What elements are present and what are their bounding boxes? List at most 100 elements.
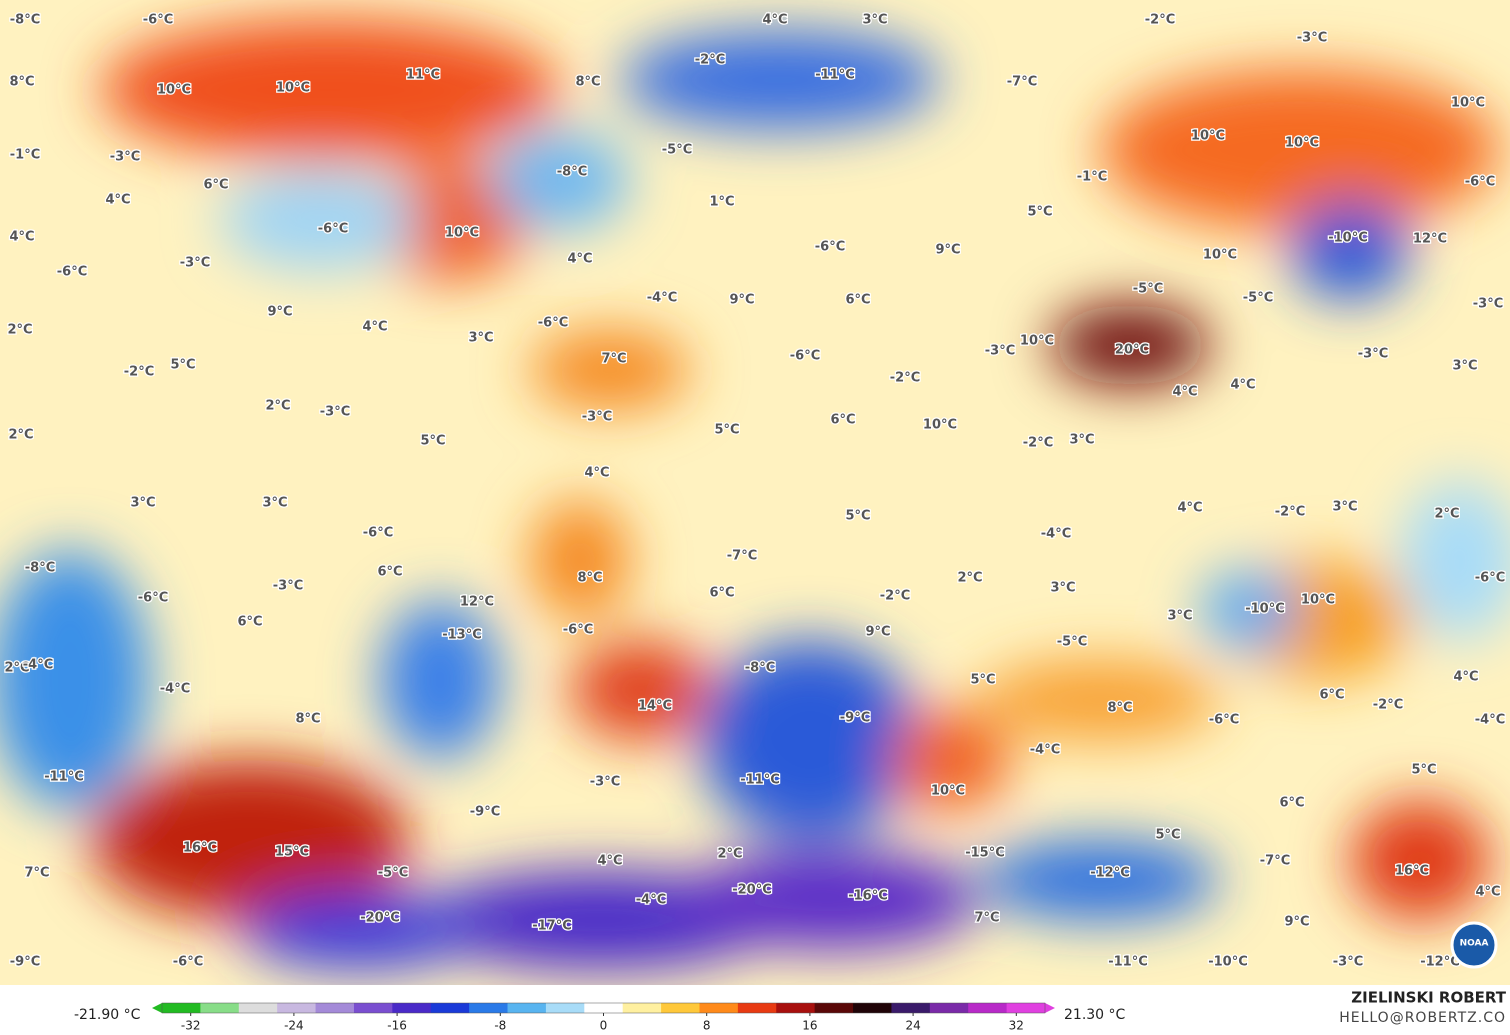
- temperature-label: -3°C: [1358, 347, 1388, 362]
- temperature-label: 4°C: [362, 320, 387, 335]
- colorbar-min: -21.90 °C: [74, 1007, 141, 1023]
- temperature-label: 9°C: [865, 625, 890, 640]
- temperature-label: -5°C: [1057, 635, 1087, 650]
- temperature-label: -6°C: [790, 349, 820, 364]
- colorbar-swatch: [968, 1003, 1008, 1013]
- temperature-label: 2°C: [7, 323, 32, 338]
- temperature-label: 10°C: [1301, 593, 1335, 608]
- temperature-label: -6°C: [143, 13, 173, 28]
- temperature-label: -1°C: [1077, 170, 1107, 185]
- temperature-label: 3°C: [468, 331, 493, 346]
- colorbar-swatch: [891, 1003, 931, 1013]
- temperature-label: -6°C: [1465, 175, 1495, 190]
- colorbar-tick-label: 32: [1009, 1019, 1024, 1033]
- temperature-label: 4°C: [597, 854, 622, 869]
- map-field: [0, 0, 1510, 985]
- colorbar-swatch: [200, 1003, 240, 1013]
- temperature-label: 6°C: [1319, 688, 1344, 703]
- temperature-label: 4°C: [1475, 885, 1500, 900]
- temperature-labels: -8°C -6°C 4°C 3°C -2°C -3°C 8°C 10°C 10°C 11°C 8°C…: [3, 11, 1506, 971]
- temperature-label: 6°C: [1279, 796, 1304, 811]
- temperature-label: -1°C: [10, 148, 40, 163]
- colorbar-tick-label: -32: [181, 1019, 201, 1033]
- colorbar-tick-label: 0: [600, 1019, 608, 1033]
- temperature-label: 9°C: [729, 293, 754, 308]
- temperature-label: 3°C: [1069, 433, 1094, 448]
- temperature-label: -2°C: [890, 371, 920, 386]
- temperature-label: -7°C: [727, 549, 757, 564]
- temperature-label: -17°C: [532, 919, 572, 934]
- temperature-label: 3°C: [1332, 500, 1357, 515]
- temperature-label: 5°C: [420, 434, 445, 449]
- temperature-label: 10°C: [157, 83, 191, 98]
- temperature-label: -5°C: [1133, 282, 1163, 297]
- temperature-label: -6°C: [363, 526, 393, 541]
- temperature-label: -8°C: [557, 165, 587, 180]
- temperature-label: -2°C: [1373, 698, 1403, 713]
- colorbar-max: 21.30 °C: [1064, 1007, 1126, 1023]
- temperature-label: -3°C: [985, 344, 1015, 359]
- temperature-label: 4°C: [762, 13, 787, 28]
- colorbar-swatch: [584, 1003, 624, 1013]
- temperature-label: -7°C: [1260, 854, 1290, 869]
- temperature-label: 5°C: [714, 423, 739, 438]
- temperature-label: -8°C: [25, 561, 55, 576]
- temperature-label: -7°C: [1007, 75, 1037, 90]
- temperature-label: 5°C: [1027, 205, 1052, 220]
- temperature-label: -2°C: [880, 589, 910, 604]
- temperature-label: 10°C: [445, 226, 479, 241]
- temperature-label: 7°C: [601, 352, 626, 367]
- temperature-label: 15°C: [275, 845, 309, 860]
- temperature-label: -4°C: [647, 291, 677, 306]
- temperature-label: -9°C: [10, 955, 40, 970]
- temperature-label: 9°C: [1284, 915, 1309, 930]
- colorbar-swatch: [1006, 1003, 1046, 1013]
- temperature-label: 9°C: [267, 305, 292, 320]
- temperature-label: -11°C: [740, 773, 780, 788]
- colorbar-swatch: [622, 1003, 662, 1013]
- temperature-label: -4°C: [1030, 743, 1060, 758]
- temperature-label: 20°C: [1115, 343, 1149, 358]
- temperature-label: -2°C: [124, 365, 154, 380]
- temperature-label: -11°C: [44, 770, 84, 785]
- temperature-label: -9°C: [840, 711, 870, 726]
- colorbar-tick-label: -24: [284, 1019, 304, 1033]
- temperature-label: 16°C: [1395, 864, 1429, 879]
- temperature-label: 6°C: [830, 413, 855, 428]
- temperature-label: 8°C: [575, 75, 600, 90]
- temperature-label: -20°C: [360, 911, 400, 926]
- temperature-label: 3°C: [130, 496, 155, 511]
- temperature-label: -3°C: [320, 405, 350, 420]
- temperature-label: -3°C: [110, 150, 140, 165]
- colorbar-tick-label: 24: [905, 1019, 920, 1033]
- temperature-label: -2°C: [1145, 13, 1175, 28]
- temperature-label: 1°C: [709, 195, 734, 210]
- temperature-label: -3°C: [273, 579, 303, 594]
- temperature-label: -4°C: [23, 658, 53, 673]
- temperature-label: -6°C: [57, 265, 87, 280]
- temperature-label: 5°C: [1155, 828, 1180, 843]
- colorbar-swatch: [507, 1003, 547, 1013]
- temperature-label: 7°C: [24, 866, 49, 881]
- temperature-label: 8°C: [577, 571, 602, 586]
- colorbar-left-end: [152, 1003, 162, 1013]
- colorbar-swatch: [737, 1003, 777, 1013]
- temperature-label: 6°C: [709, 586, 734, 601]
- temperature-label: 3°C: [1452, 359, 1477, 374]
- temperature-label: 4°C: [567, 252, 592, 267]
- temperature-label: -5°C: [662, 143, 692, 158]
- credit-email: HELLO@ROBERTZ.CO: [1339, 1010, 1506, 1026]
- temperature-label: 10°C: [1191, 129, 1225, 144]
- temperature-label: -3°C: [1473, 297, 1503, 312]
- temperature-label: -11°C: [815, 68, 855, 83]
- temperature-label: -6°C: [318, 222, 348, 237]
- temperature-label: 2°C: [8, 428, 33, 443]
- temperature-label: 4°C: [1230, 378, 1255, 393]
- temperature-label: 8°C: [9, 75, 34, 90]
- temperature-label: 3°C: [862, 13, 887, 28]
- temperature-label: 10°C: [1203, 248, 1237, 263]
- colorbar-tick-label: -8: [494, 1019, 506, 1033]
- colorbar-right-end: [1045, 1003, 1055, 1013]
- temperature-label: -4°C: [160, 682, 190, 697]
